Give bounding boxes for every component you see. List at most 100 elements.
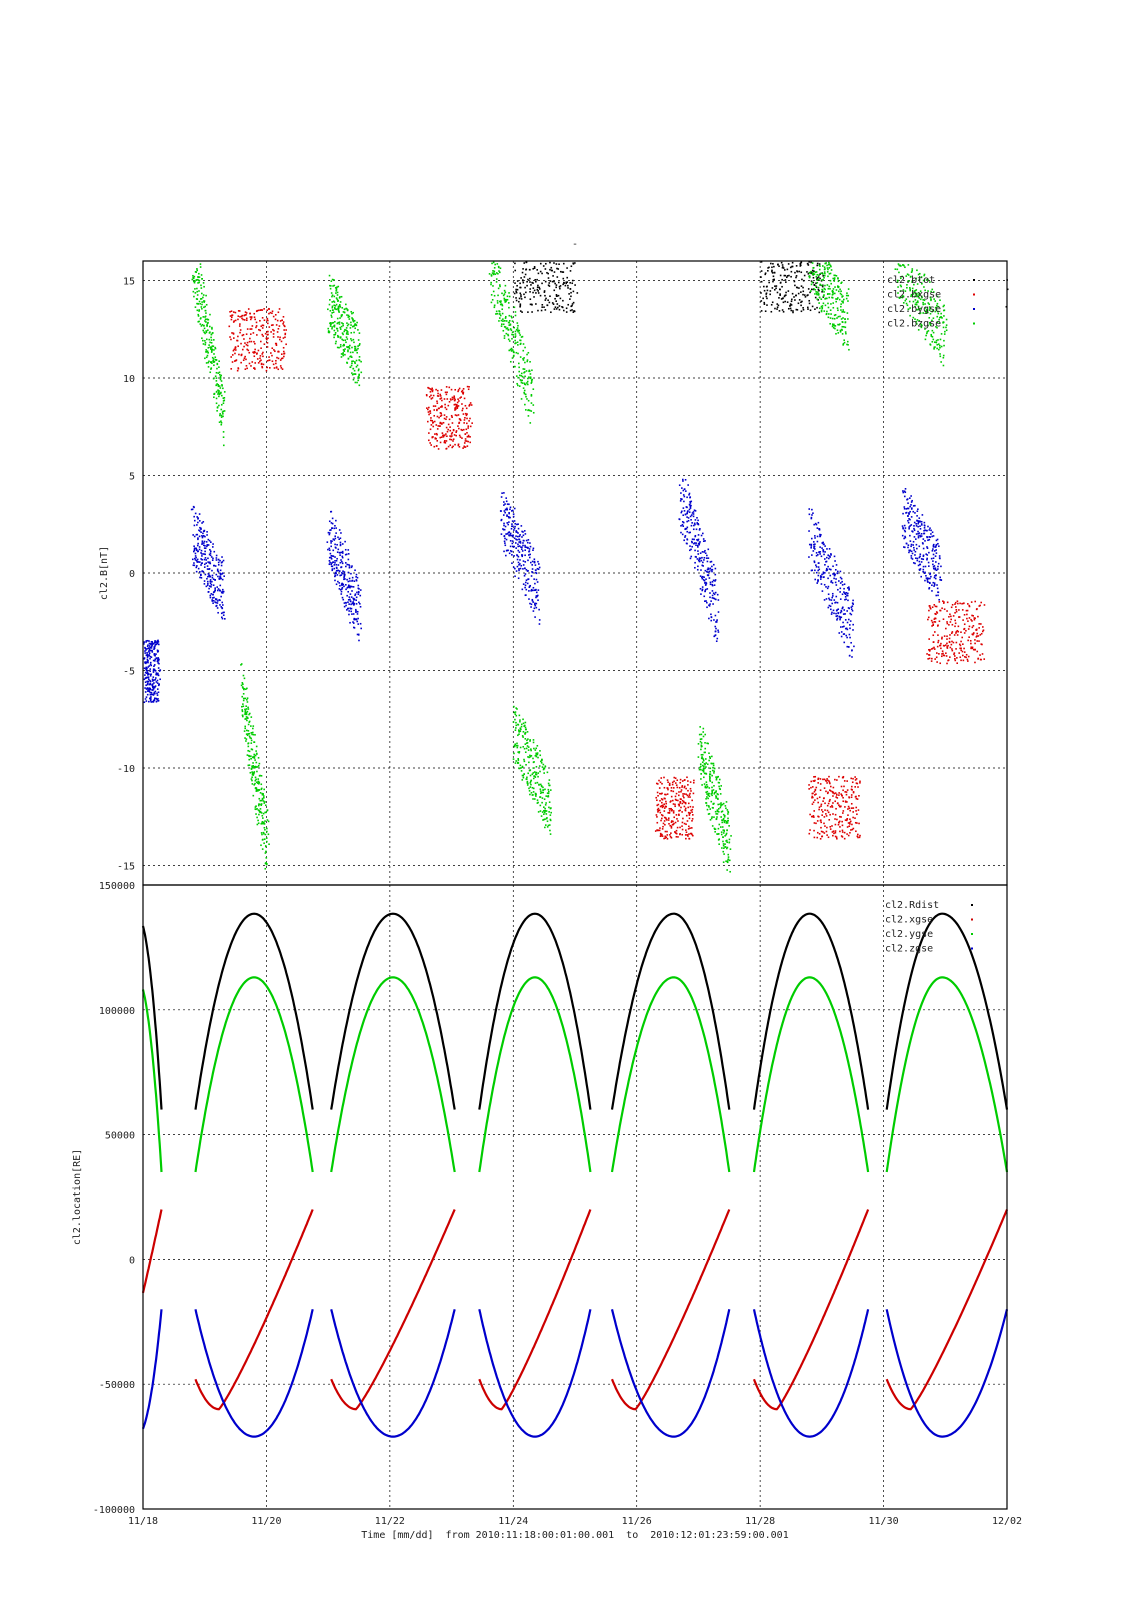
b-point <box>928 536 931 538</box>
b-point <box>674 795 677 798</box>
b-point <box>840 610 843 613</box>
b-point <box>847 805 850 808</box>
b-point <box>791 265 793 268</box>
b-point <box>499 267 502 270</box>
b-point <box>196 524 198 526</box>
b-point <box>713 597 716 600</box>
b-point <box>509 508 511 511</box>
b-point <box>807 306 809 309</box>
b-point <box>209 575 212 578</box>
b-point <box>523 391 525 394</box>
b-point <box>535 303 537 305</box>
b-point <box>344 573 346 576</box>
b-point <box>195 547 197 550</box>
b-point <box>802 279 805 282</box>
b-point <box>911 499 913 502</box>
b-point <box>717 798 719 800</box>
b-point <box>812 815 815 817</box>
b-point <box>203 580 206 582</box>
b-point <box>928 587 930 590</box>
b-point <box>337 536 339 539</box>
b-point <box>522 774 525 777</box>
b-point <box>808 530 810 532</box>
b-point <box>826 569 829 571</box>
b-point <box>457 405 460 407</box>
b-point <box>439 422 441 425</box>
b-point <box>349 621 351 624</box>
b-point <box>211 599 213 601</box>
b-point <box>252 733 255 736</box>
b-point <box>550 266 553 269</box>
b-point <box>553 308 556 310</box>
b-point <box>242 318 244 321</box>
b-point <box>213 564 216 567</box>
b-point <box>426 407 428 409</box>
b-point <box>508 349 511 352</box>
b-point <box>199 302 201 305</box>
b-point <box>203 300 206 302</box>
b-point <box>967 655 970 658</box>
b-point <box>942 652 944 655</box>
b-point <box>691 820 693 822</box>
b-point <box>711 790 713 793</box>
b-point <box>243 319 246 321</box>
b-point <box>358 359 360 361</box>
b-point <box>933 565 936 567</box>
b-point <box>458 400 460 402</box>
b-point <box>928 587 931 589</box>
b-point <box>534 602 536 605</box>
b-point <box>204 318 207 321</box>
b-point <box>197 278 199 281</box>
b-point <box>937 562 940 565</box>
b-point <box>661 817 663 820</box>
b-point <box>434 433 436 435</box>
b-point <box>232 349 235 352</box>
b-point <box>707 557 710 559</box>
b-point <box>435 445 438 447</box>
b-point <box>907 519 909 522</box>
b-point <box>330 529 332 531</box>
b-point <box>153 648 155 651</box>
b-point <box>824 809 826 811</box>
b-point <box>251 733 253 736</box>
b-point <box>514 342 516 345</box>
b-point <box>199 561 201 563</box>
b-point <box>328 547 331 550</box>
b-point <box>555 300 557 302</box>
b-point <box>796 309 799 311</box>
b-point <box>148 673 150 675</box>
b-point <box>261 327 264 329</box>
b-point <box>458 446 461 448</box>
b-point <box>690 832 693 835</box>
b-point <box>803 274 806 277</box>
b-point <box>263 796 265 799</box>
b-point <box>274 318 277 321</box>
b-point <box>504 511 506 514</box>
b-point <box>657 807 660 810</box>
b-point <box>963 627 966 630</box>
b-point <box>955 641 958 644</box>
b-point <box>263 826 266 829</box>
b-point <box>530 755 533 757</box>
b-point <box>266 840 268 843</box>
b-point <box>691 808 694 811</box>
b-point <box>254 779 257 782</box>
b-point <box>712 597 715 599</box>
b-point <box>429 412 432 414</box>
b-point <box>511 545 514 548</box>
b-point <box>258 797 261 800</box>
b-point <box>437 395 440 397</box>
b-point <box>437 392 439 395</box>
b-point <box>147 682 149 685</box>
b-point <box>525 546 528 549</box>
b-point <box>771 301 774 304</box>
b-point <box>439 393 442 396</box>
b-point <box>946 662 948 665</box>
b-point <box>253 771 256 773</box>
b-point <box>714 567 717 570</box>
b-point <box>535 755 538 758</box>
b-point <box>846 610 848 612</box>
b-point <box>153 647 156 650</box>
b-point <box>690 524 693 527</box>
b-point <box>814 543 816 545</box>
